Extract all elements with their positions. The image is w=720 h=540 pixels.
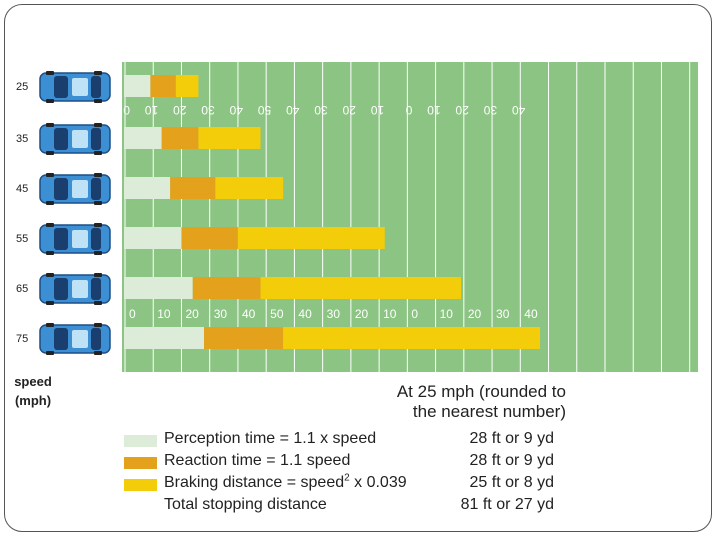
car-icon <box>39 323 111 355</box>
car-icon <box>39 173 111 205</box>
axis-title: speed (mph) <box>8 372 58 410</box>
bar-segment <box>124 75 151 97</box>
car-icon <box>39 123 111 155</box>
legend-heading: At 25 mph (rounded to the nearest number… <box>370 382 566 422</box>
speed-tick-label: 65 <box>16 283 28 295</box>
bar-segment <box>198 127 261 149</box>
yard-number-bottom: 30 <box>214 307 228 321</box>
car-icon <box>39 223 111 255</box>
legend-value-perception: 28 ft or 9 yd <box>469 430 555 447</box>
yard-number-top: 50 <box>258 103 272 117</box>
legend-swatch-reaction <box>124 457 157 469</box>
bar-segment <box>192 277 261 299</box>
yard-number-bottom: 20 <box>185 307 199 321</box>
yard-number-top: 30 <box>201 103 215 117</box>
legend-value-total: 81 ft or 27 yd <box>460 496 554 513</box>
legend-swatch-braking <box>124 479 157 491</box>
yard-number-top: 0 <box>405 103 412 117</box>
bar-segment <box>175 75 199 97</box>
legend-label-total: Total stopping distance <box>164 496 327 513</box>
yard-number-bottom: 30 <box>496 307 510 321</box>
speed-tick-label: 25 <box>16 81 28 93</box>
speed-tick-label: 45 <box>16 183 28 195</box>
legend-label-perception: Perception time = 1.1 x speed <box>164 430 377 447</box>
yard-number-bottom: 40 <box>524 307 538 321</box>
bar-segment <box>150 75 176 97</box>
yard-number-bottom: 40 <box>298 307 312 321</box>
bar-segment <box>181 227 238 249</box>
yard-number-bottom: 30 <box>327 307 341 321</box>
legend-label-braking-multiplier: x 0.039 <box>349 474 407 491</box>
yard-number-top: 40 <box>512 103 526 117</box>
yard-number-bottom: 10 <box>157 307 171 321</box>
bar-segment <box>161 127 199 149</box>
legend-label-reaction: Reaction time = 1.1 speed <box>164 452 351 469</box>
legend-swatch-perception <box>124 435 157 447</box>
speed-tick-label: 75 <box>16 333 28 345</box>
legend-label-braking: Braking distance = speed2 x 0.039 <box>164 472 407 492</box>
yard-number-top: 40 <box>286 103 300 117</box>
car-icon <box>39 71 111 103</box>
legend-heading-line2: the nearest number) <box>412 402 566 421</box>
yard-number-top: 10 <box>427 103 441 117</box>
yard-number-bottom: 20 <box>355 307 369 321</box>
car-icon <box>39 273 111 305</box>
slide-frame <box>4 4 712 532</box>
yard-number-bottom: 20 <box>468 307 482 321</box>
yard-number-bottom: 10 <box>440 307 454 321</box>
legend-value-braking: 25 ft or 8 yd <box>469 474 555 491</box>
legend-heading-line1: At 25 mph (rounded to <box>396 382 566 401</box>
bar-segment <box>215 177 284 199</box>
bar-segment <box>204 327 284 349</box>
bar-segment <box>260 277 461 299</box>
speed-tick-label: 55 <box>16 233 28 245</box>
legend-label-braking-text: Braking distance = speed <box>164 474 345 491</box>
yard-number-top: 30 <box>314 103 328 117</box>
bar-segment <box>237 227 385 249</box>
yard-number-top: 10 <box>145 103 159 117</box>
yard-number-top: 20 <box>173 103 187 117</box>
legend-label-braking-exponent: 2 <box>344 472 350 484</box>
yard-number-bottom: 10 <box>383 307 397 321</box>
bar-segment <box>124 277 193 299</box>
stopping-distance-chart: 25 35 45 55 65 75 0 10 20 30 40 50 40 30 20 10 0 10 20 30 40… <box>16 62 698 372</box>
yard-number-top: 30 <box>483 103 497 117</box>
bar-segment <box>124 327 205 349</box>
field-background <box>122 62 698 372</box>
yard-number-top: 20 <box>455 103 469 117</box>
bar-segment <box>170 177 216 199</box>
axis-title-line1: speed <box>14 374 52 389</box>
yard-number-bottom: 0 <box>411 307 418 321</box>
speed-tick-label: 35 <box>16 133 28 145</box>
yard-number-bottom: 40 <box>242 307 256 321</box>
yard-number-top: 40 <box>229 103 243 117</box>
axis-title-line2: (mph) <box>14 393 52 408</box>
bar-segment <box>124 127 162 149</box>
yard-number-top: 20 <box>342 103 356 117</box>
yard-number-top: 0 <box>123 103 130 117</box>
bar-segment <box>124 177 171 199</box>
bar-segment <box>283 327 541 349</box>
legend-value-reaction: 28 ft or 9 yd <box>469 452 555 469</box>
yard-number-bottom: 0 <box>129 307 136 321</box>
bar-segment <box>124 227 182 249</box>
yard-number-top: 10 <box>370 103 384 117</box>
yard-number-bottom: 50 <box>270 307 284 321</box>
